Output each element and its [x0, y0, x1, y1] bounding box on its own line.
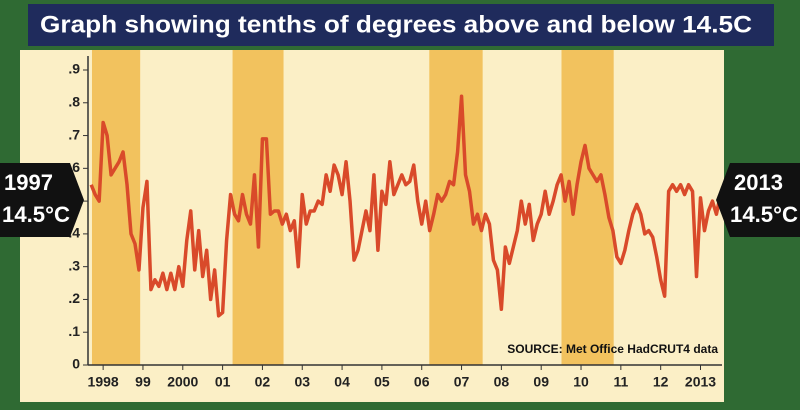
x-tick-label: 01 [215, 374, 231, 390]
x-tick-label: 03 [294, 374, 310, 390]
x-tick-label: 10 [573, 374, 589, 390]
x-tick-label: 12 [653, 374, 669, 390]
annotation-year: 1997 [4, 170, 53, 195]
y-tick-label: .6 [68, 159, 80, 175]
x-tick-label: 07 [454, 374, 470, 390]
x-tick-label: 06 [414, 374, 430, 390]
data-line [89, 94, 723, 318]
x-tick-label: 2013 [685, 374, 716, 390]
right-annotation: 2013 14.5°C [716, 163, 800, 237]
annotation-box [0, 163, 84, 237]
x-tick-label: 02 [255, 374, 271, 390]
lines [89, 94, 723, 318]
x-tick-label: 1998 [88, 374, 119, 390]
annotation-box [716, 163, 800, 237]
x-tick-label: 04 [334, 374, 350, 390]
x-tick-label: 2000 [167, 374, 198, 390]
y-tick-label: .8 [68, 93, 80, 109]
left-annotation: 1997 14.5°C [0, 163, 84, 237]
annotation-value: 14.5°C [730, 202, 798, 227]
y-tick-label: .7 [68, 126, 80, 142]
axes: 0.1.2.3.4.5.6.7.8.9199899200001020304050… [68, 56, 722, 390]
y-tick-label: .1 [68, 323, 80, 339]
y-tick-label: .2 [68, 290, 80, 306]
y-tick-label: .9 [68, 61, 80, 77]
chart-title: Graph showing tenths of degrees above an… [40, 11, 752, 38]
x-tick-label: 11 [613, 374, 628, 390]
highlight-band [91, 50, 141, 365]
annotation-year: 2013 [734, 170, 783, 195]
x-tick-label: 08 [494, 374, 510, 390]
bands [91, 50, 614, 365]
y-tick-label: .3 [68, 257, 80, 273]
highlight-band [429, 50, 483, 365]
x-tick-label: 05 [374, 374, 390, 390]
annotation-value: 14.5°C [2, 202, 70, 227]
y-tick-label: 0 [72, 356, 80, 372]
x-tick-label: 99 [135, 374, 151, 390]
highlight-band [561, 50, 614, 365]
source-note: SOURCE: Met Office HadCRUT4 data [507, 342, 718, 356]
title-bar [28, 4, 774, 46]
y-tick-label: .4 [68, 225, 80, 241]
x-tick-label: 09 [533, 374, 549, 390]
